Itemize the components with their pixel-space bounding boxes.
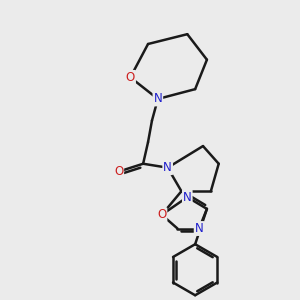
Text: O: O xyxy=(114,165,123,178)
Text: N: N xyxy=(195,222,203,235)
Text: O: O xyxy=(126,71,135,84)
Text: O: O xyxy=(157,208,167,221)
Text: N: N xyxy=(163,161,172,174)
Text: N: N xyxy=(154,92,162,106)
Text: N: N xyxy=(183,190,192,204)
